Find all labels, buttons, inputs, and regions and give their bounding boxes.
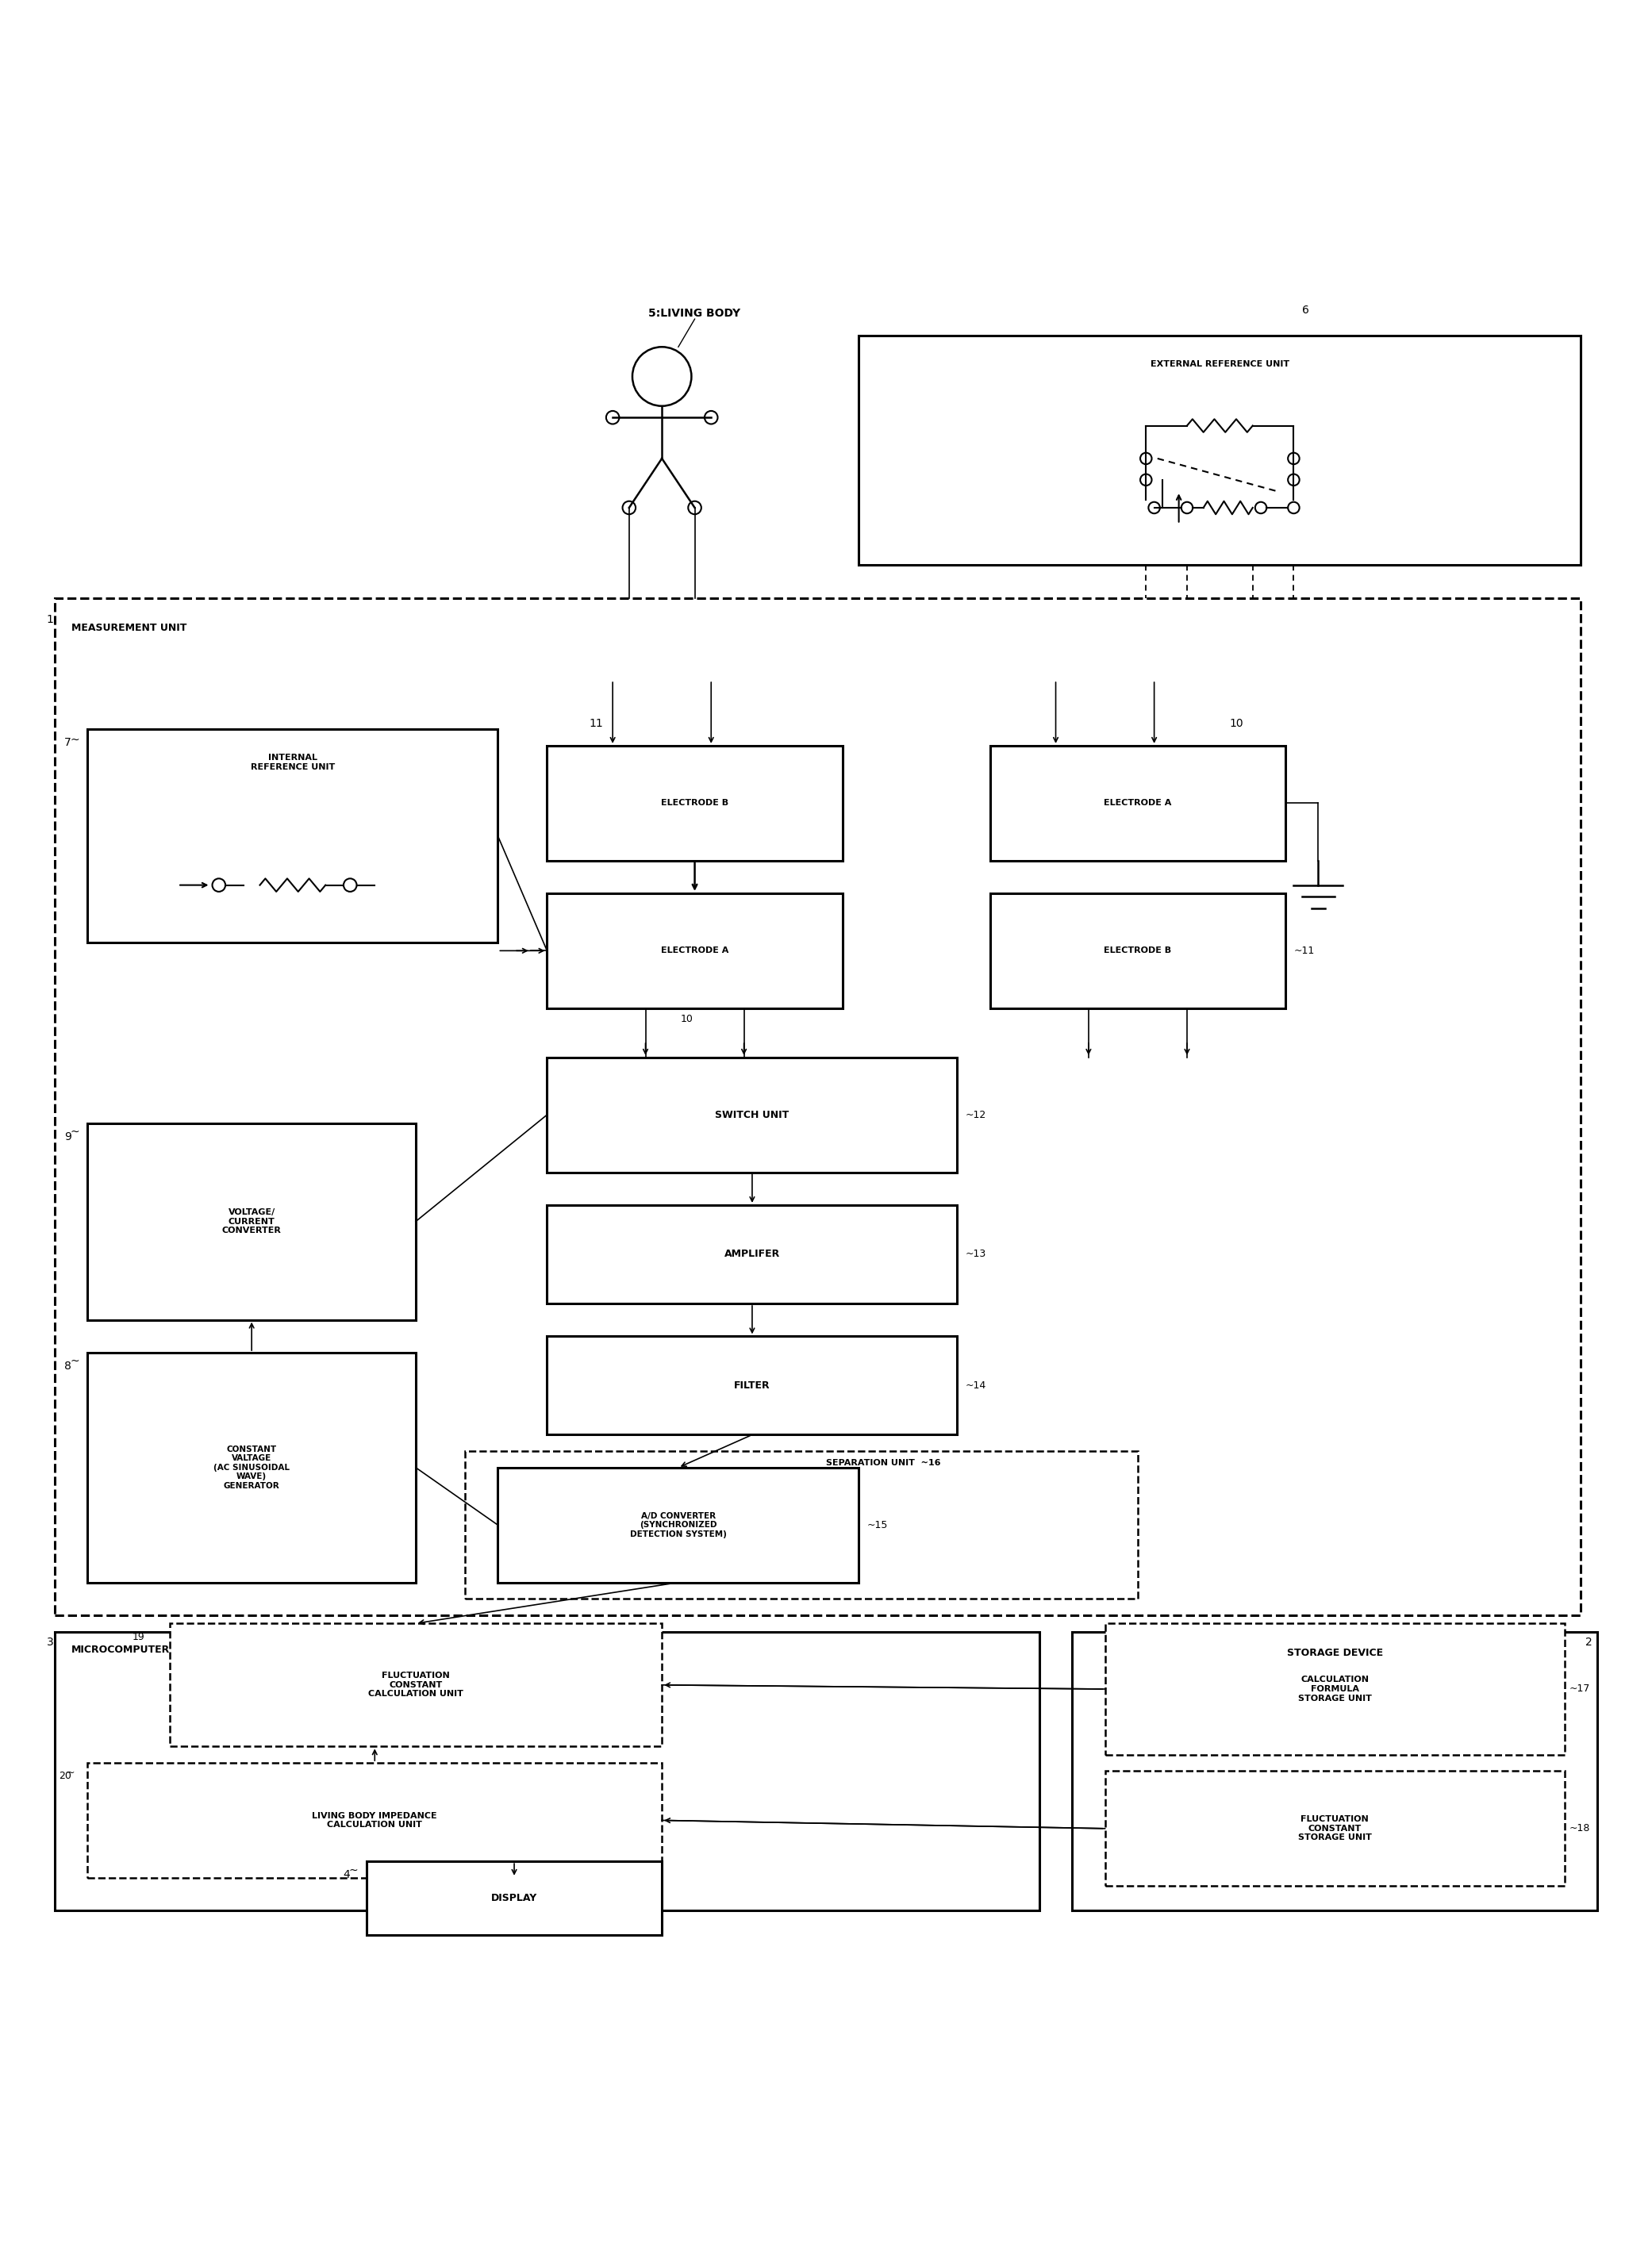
FancyBboxPatch shape [547, 894, 843, 1008]
Text: AMPLIFER: AMPLIFER [724, 1249, 780, 1260]
FancyBboxPatch shape [464, 1451, 1138, 1599]
FancyBboxPatch shape [55, 597, 1581, 1615]
FancyBboxPatch shape [990, 746, 1285, 860]
Text: MEASUREMENT UNIT: MEASUREMENT UNIT [71, 622, 187, 633]
Text: FLUCTUATION
CONSTANT
CALCULATION UNIT: FLUCTUATION CONSTANT CALCULATION UNIT [368, 1671, 463, 1698]
Text: 7: 7 [64, 737, 71, 748]
Text: SWITCH UNIT: SWITCH UNIT [715, 1110, 790, 1121]
FancyBboxPatch shape [859, 335, 1581, 566]
Text: FILTER: FILTER [733, 1381, 770, 1390]
Text: VOLTAGE/
CURRENT
CONVERTER: VOLTAGE/ CURRENT CONVERTER [221, 1208, 281, 1235]
FancyBboxPatch shape [547, 1058, 957, 1172]
Text: FLUCTUATION
CONSTANT
STORAGE UNIT: FLUCTUATION CONSTANT STORAGE UNIT [1298, 1815, 1371, 1842]
Text: EXTERNAL REFERENCE UNIT: EXTERNAL REFERENCE UNIT [1150, 359, 1289, 368]
Text: 11: 11 [590, 719, 603, 730]
Text: ~: ~ [69, 734, 79, 746]
Text: 5:LIVING BODY: 5:LIVING BODY [649, 308, 740, 319]
FancyBboxPatch shape [497, 1467, 859, 1583]
Text: 8: 8 [64, 1361, 71, 1372]
FancyBboxPatch shape [1105, 1772, 1564, 1887]
Text: ~15: ~15 [867, 1521, 889, 1530]
Text: ~: ~ [69, 1125, 79, 1136]
Text: INTERNAL
REFERENCE UNIT: INTERNAL REFERENCE UNIT [251, 755, 335, 770]
Text: ELECTRODE B: ELECTRODE B [1104, 948, 1171, 955]
FancyBboxPatch shape [170, 1624, 662, 1747]
Text: CALCULATION
FORMULA
STORAGE UNIT: CALCULATION FORMULA STORAGE UNIT [1298, 1676, 1371, 1702]
Text: ~: ~ [66, 1768, 74, 1779]
Text: ~11: ~11 [1294, 946, 1315, 957]
Text: 20: 20 [58, 1772, 71, 1781]
Text: ~: ~ [69, 1357, 79, 1368]
Text: ~18: ~18 [1569, 1824, 1591, 1833]
FancyBboxPatch shape [1105, 1624, 1564, 1754]
FancyBboxPatch shape [88, 730, 497, 943]
Text: ~17: ~17 [1569, 1684, 1591, 1693]
Text: LIVING BODY IMPEDANCE
CALCULATION UNIT: LIVING BODY IMPEDANCE CALCULATION UNIT [312, 1813, 438, 1828]
Text: 4: 4 [344, 1869, 350, 1880]
FancyBboxPatch shape [547, 746, 843, 860]
Text: ~12: ~12 [965, 1110, 986, 1121]
Text: ELECTRODE A: ELECTRODE A [1104, 800, 1171, 806]
Text: 10: 10 [1229, 719, 1244, 730]
FancyBboxPatch shape [547, 1336, 957, 1435]
FancyBboxPatch shape [367, 1862, 662, 1936]
Text: ~14: ~14 [965, 1381, 986, 1390]
Text: 9: 9 [64, 1132, 71, 1143]
Text: CONSTANT
VALTAGE
(AC SINUSOIDAL
WAVE)
GENERATOR: CONSTANT VALTAGE (AC SINUSOIDAL WAVE) GE… [213, 1444, 289, 1489]
FancyBboxPatch shape [1072, 1631, 1597, 1911]
Text: 1: 1 [46, 615, 53, 624]
Text: 10: 10 [681, 1015, 692, 1024]
FancyBboxPatch shape [88, 1123, 416, 1321]
Text: SEPARATION UNIT  ~16: SEPARATION UNIT ~16 [826, 1460, 940, 1467]
Text: A/D CONVERTER
(SYNCHRONIZED
DETECTION SYSTEM): A/D CONVERTER (SYNCHRONIZED DETECTION SY… [629, 1512, 727, 1539]
Text: ELECTRODE A: ELECTRODE A [661, 948, 729, 955]
FancyBboxPatch shape [547, 1206, 957, 1303]
FancyBboxPatch shape [88, 1763, 662, 1878]
Text: ELECTRODE B: ELECTRODE B [661, 800, 729, 806]
Text: ~: ~ [349, 1864, 358, 1875]
Text: 6: 6 [1302, 305, 1308, 317]
Text: 19: 19 [132, 1631, 145, 1642]
Text: ~13: ~13 [965, 1249, 986, 1260]
FancyBboxPatch shape [88, 1352, 416, 1583]
Text: MICROCOMPUTER: MICROCOMPUTER [71, 1644, 170, 1655]
Text: 3: 3 [46, 1637, 53, 1649]
Text: STORAGE DEVICE: STORAGE DEVICE [1287, 1649, 1383, 1658]
Text: 2: 2 [1586, 1637, 1593, 1649]
FancyBboxPatch shape [55, 1631, 1039, 1911]
Text: DISPLAY: DISPLAY [491, 1893, 537, 1902]
FancyBboxPatch shape [990, 894, 1285, 1008]
